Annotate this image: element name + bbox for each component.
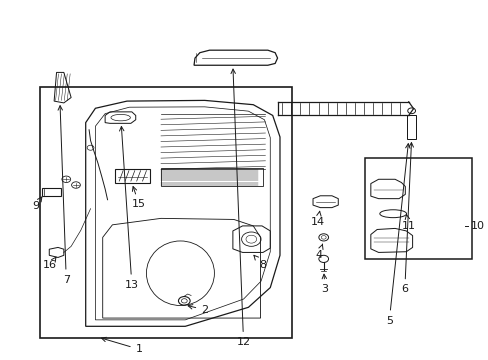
Bar	[115, 169, 150, 183]
Text: 15: 15	[132, 186, 146, 210]
Bar	[42, 188, 61, 196]
Bar	[40, 87, 291, 338]
Text: 7: 7	[58, 106, 70, 285]
Text: 8: 8	[253, 255, 266, 270]
Bar	[161, 168, 263, 186]
Text: 10: 10	[470, 221, 484, 230]
Bar	[364, 158, 471, 259]
Text: 16: 16	[43, 257, 57, 270]
Text: 3: 3	[321, 274, 328, 294]
Text: 9: 9	[32, 197, 42, 211]
Text: 6: 6	[401, 143, 413, 294]
Text: 4: 4	[315, 244, 323, 260]
Text: 11: 11	[401, 215, 415, 230]
Text: 5: 5	[385, 144, 409, 325]
Text: 14: 14	[310, 211, 325, 227]
Text: 2: 2	[188, 305, 208, 315]
Text: 13: 13	[119, 126, 139, 290]
Text: 12: 12	[230, 69, 250, 347]
Text: 1: 1	[102, 337, 142, 354]
